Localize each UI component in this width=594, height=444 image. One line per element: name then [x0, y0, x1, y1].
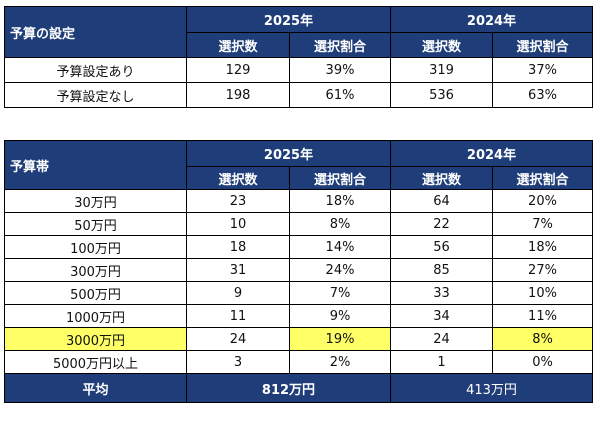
table-row: 予算設定なし 198 61% 536 63%: [4, 82, 593, 108]
row-label: 3000万円: [4, 327, 187, 351]
ratio-2025: 61%: [289, 82, 391, 108]
corner-header: 予算の設定: [4, 6, 187, 58]
count-2025: 24: [186, 327, 290, 351]
count-2025: 23: [186, 189, 290, 213]
ratio-2024: 11%: [492, 304, 593, 328]
year-header-2025: 2025年: [186, 140, 391, 167]
ratio-2025: 19%: [289, 327, 391, 351]
row-label: 500万円: [4, 281, 187, 305]
ratio-2024: 18%: [492, 235, 593, 259]
subheader-ratio-2024: 選択割合: [492, 32, 593, 58]
row-label: 50万円: [4, 212, 187, 236]
year-header-2024: 2024年: [390, 6, 593, 33]
count-2024: 536: [390, 82, 493, 108]
table-row: 5000万円以上 3 2% 1 0%: [4, 350, 593, 374]
average-label: 平均: [4, 373, 187, 403]
average-row: 平均 812万円 413万円: [4, 373, 593, 403]
subheader-count-2024: 選択数: [390, 32, 493, 58]
subheader-count-2025: 選択数: [186, 166, 290, 190]
count-2024: 64: [390, 189, 493, 213]
count-2024: 34: [390, 304, 493, 328]
ratio-2024: 20%: [492, 189, 593, 213]
year-header-2024: 2024年: [390, 140, 593, 167]
count-2024: 1: [390, 350, 493, 374]
year-header-2025: 2025年: [186, 6, 391, 33]
budget-setting-table: 予算の設定 2025年 2024年 選択数 選択割合 選択数 選択割合 予算設定…: [4, 6, 593, 108]
count-2025: 10: [186, 212, 290, 236]
row-label: 30万円: [4, 189, 187, 213]
subheader-ratio-2025: 選択割合: [289, 166, 391, 190]
count-2024: 85: [390, 258, 493, 282]
average-2024: 413万円: [390, 373, 593, 403]
row-label: 100万円: [4, 235, 187, 259]
ratio-2025: 18%: [289, 189, 391, 213]
count-2024: 24: [390, 327, 493, 351]
ratio-2024: 8%: [492, 327, 593, 351]
budget-range-table: 予算帯 2025年 2024年 選択数 選択割合 選択数 選択割合 30万円 2…: [4, 140, 593, 403]
ratio-2024: 27%: [492, 258, 593, 282]
subheader-count-2025: 選択数: [186, 32, 290, 58]
table-row: 予算設定あり 129 39% 319 37%: [4, 57, 593, 83]
ratio-2025: 14%: [289, 235, 391, 259]
table-row-highlighted: 3000万円 24 19% 24 8%: [4, 327, 593, 351]
ratio-2024: 37%: [492, 57, 593, 83]
subheader-count-2024: 選択数: [390, 166, 493, 190]
table-row: 30万円 23 18% 64 20%: [4, 189, 593, 213]
row-label: 300万円: [4, 258, 187, 282]
table-row: 300万円 31 24% 85 27%: [4, 258, 593, 282]
ratio-2025: 2%: [289, 350, 391, 374]
count-2024: 56: [390, 235, 493, 259]
ratio-2025: 9%: [289, 304, 391, 328]
average-2025: 812万円: [186, 373, 391, 403]
count-2024: 33: [390, 281, 493, 305]
ratio-2024: 10%: [492, 281, 593, 305]
count-2025: 9: [186, 281, 290, 305]
table-row: 500万円 9 7% 33 10%: [4, 281, 593, 305]
table-row: 100万円 18 14% 56 18%: [4, 235, 593, 259]
row-label: 予算設定なし: [4, 82, 187, 108]
ratio-2025: 39%: [289, 57, 391, 83]
ratio-2025: 8%: [289, 212, 391, 236]
ratio-2024: 7%: [492, 212, 593, 236]
count-2025: 3: [186, 350, 290, 374]
row-label: 予算設定あり: [4, 57, 187, 83]
count-2025: 198: [186, 82, 290, 108]
row-label: 5000万円以上: [4, 350, 187, 374]
count-2025: 11: [186, 304, 290, 328]
table-row: 50万円 10 8% 22 7%: [4, 212, 593, 236]
subheader-ratio-2024: 選択割合: [492, 166, 593, 190]
row-label: 1000万円: [4, 304, 187, 328]
corner-header: 予算帯: [4, 140, 187, 190]
ratio-2025: 24%: [289, 258, 391, 282]
count-2025: 31: [186, 258, 290, 282]
count-2024: 319: [390, 57, 493, 83]
ratio-2024: 0%: [492, 350, 593, 374]
subheader-ratio-2025: 選択割合: [289, 32, 391, 58]
ratio-2025: 7%: [289, 281, 391, 305]
ratio-2024: 63%: [492, 82, 593, 108]
table-row: 1000万円 11 9% 34 11%: [4, 304, 593, 328]
count-2024: 22: [390, 212, 493, 236]
count-2025: 18: [186, 235, 290, 259]
count-2025: 129: [186, 57, 290, 83]
